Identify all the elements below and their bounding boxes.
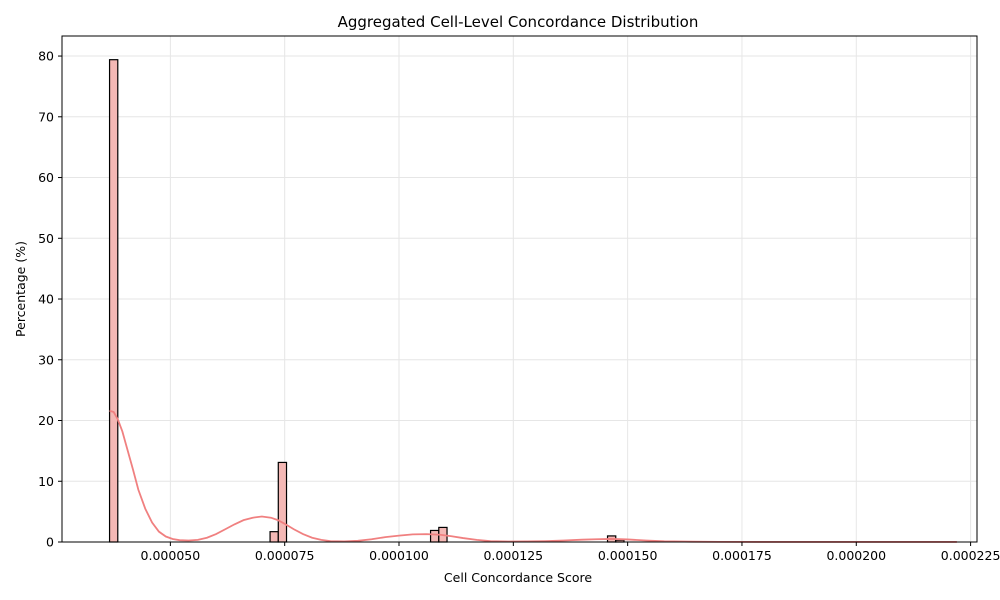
y-tick-label: 40 [38,292,54,307]
x-tick-label: 0.000200 [826,548,886,563]
x-tick-label: 0.000075 [255,548,315,563]
y-tick-label: 70 [38,109,54,124]
histogram-bar [108,59,119,543]
x-tick-label: 0.000150 [598,548,658,563]
grid-layer [62,36,977,543]
y-tick-label: 0 [46,535,54,550]
y-tick-label: 60 [38,170,54,185]
histogram-bar [269,531,279,543]
y-tick-label: 20 [38,413,54,428]
bar-layer [108,59,625,543]
y-tick-label: 30 [38,352,54,367]
y-axis-label: Percentage (%) [13,241,28,337]
x-tick-label: 0.000175 [712,548,772,563]
x-tick-label: 0.000125 [483,548,543,563]
x-tick-label: 0.000050 [141,548,201,563]
y-tick-label: 10 [38,474,54,489]
x-tick-label: 0.000225 [941,548,1000,563]
axis-layer: 0.000050 0.000075 0.000100 0.000125 0.000150… [38,35,1000,563]
kde-layer [109,409,957,543]
x-tick-label: 0.000100 [369,548,429,563]
chart-title: Aggregated Cell-Level Concordance Distri… [338,13,699,31]
y-tick-label: 50 [38,231,54,246]
x-axis-label: Cell Concordance Score [444,570,592,585]
kde-curve [109,409,957,543]
plot-frame [61,35,978,543]
y-tick-label: 80 [38,49,54,64]
histogram-bar [429,529,440,543]
histogram-bar [277,461,288,543]
